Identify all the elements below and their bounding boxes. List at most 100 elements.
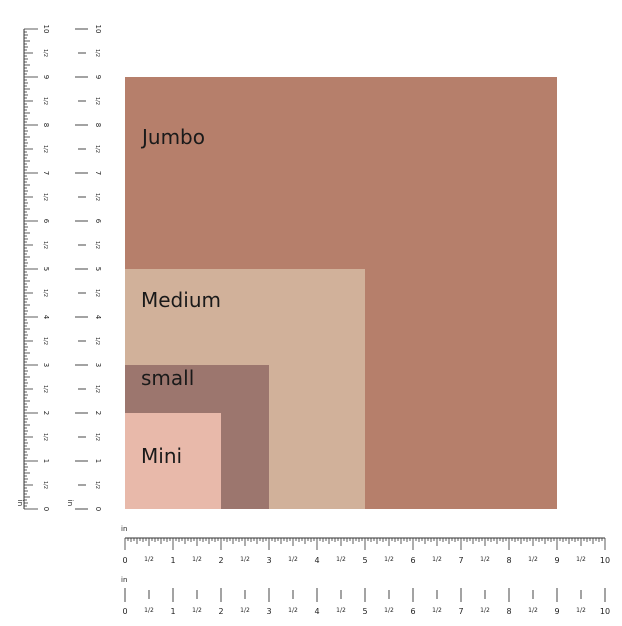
- ruler-label: 7: [94, 171, 102, 175]
- ruler-label: 1: [42, 459, 50, 463]
- ruler-half-label: 1/2: [42, 289, 48, 297]
- ruler-half-label: 1/2: [42, 433, 48, 441]
- ruler-unit-label: in: [121, 576, 127, 584]
- ruler-label: 3: [42, 363, 50, 367]
- ruler-label: 8: [42, 123, 50, 127]
- ruler-half-label: 1/2: [144, 607, 154, 614]
- ruler-half-label: 1/2: [384, 607, 394, 614]
- size-label: Medium: [141, 288, 221, 312]
- ruler-half-label: 1/2: [336, 607, 346, 614]
- ruler-label: 7: [42, 171, 50, 175]
- ruler-label: 4: [94, 315, 102, 320]
- ruler-half-label: 1/2: [94, 433, 100, 441]
- size-label: Jumbo: [140, 125, 205, 149]
- ruler-half-label: 1/2: [94, 49, 100, 57]
- ruler-label: 8: [506, 556, 511, 565]
- ruler-half-label: 1/2: [576, 556, 586, 563]
- ruler-half-label: 1/2: [42, 481, 48, 489]
- ruler-half-label: 1/2: [94, 289, 100, 297]
- ruler-half-label: 1/2: [432, 607, 442, 614]
- size-label: Mini: [141, 444, 182, 468]
- ruler-half-label: 1/2: [288, 556, 298, 563]
- ruler-label: 10: [42, 25, 50, 34]
- ruler-half-label: 1/2: [42, 241, 48, 249]
- ruler-label: 0: [122, 556, 127, 565]
- ruler-label: 6: [410, 607, 415, 616]
- ruler-half-label: 1/2: [94, 337, 100, 345]
- ruler-half-label: 1/2: [288, 607, 298, 614]
- ruler-label: 2: [42, 411, 50, 415]
- ruler-half-label: 1/2: [42, 145, 48, 153]
- vertical-ruler-coarse: 0 1/2 1 1/2 2 1/2 3 1/2 4 1/2 5 1/2 6 1/2 7 1/2 8 1/2 9 1/2…: [66, 25, 102, 512]
- ruler-half-label: 1/2: [336, 556, 346, 563]
- horizontal-ruler-coarse: 0 1/2 1 1/2 2 1/2 3 1/2 4 1/2 5 1/2 6 1/2 7 1/2 8 1/2 9 1/2…: [121, 576, 610, 616]
- ruler-label: 10: [94, 25, 102, 34]
- ruler-label: 4: [314, 607, 319, 616]
- ruler-label: 1: [94, 459, 102, 463]
- ruler-half-label: 1/2: [240, 607, 250, 614]
- ruler-label: 9: [554, 556, 559, 565]
- ruler-label: 2: [94, 411, 102, 415]
- ruler-half-label: 1/2: [528, 556, 538, 563]
- ruler-half-label: 1/2: [94, 385, 100, 393]
- ruler-label: 7: [458, 556, 463, 565]
- size-label: small: [141, 366, 194, 390]
- ruler-label: 6: [42, 219, 50, 224]
- ruler-unit-label: in: [66, 500, 74, 506]
- ruler-label: 10: [600, 607, 610, 616]
- ruler-half-label: 1/2: [94, 193, 100, 201]
- ruler-half-label: 1/2: [94, 481, 100, 489]
- ruler-label: 2: [218, 556, 223, 565]
- ruler-half-label: 1/2: [240, 556, 250, 563]
- ruler-label: 8: [94, 123, 102, 127]
- ruler-label: 9: [554, 607, 559, 616]
- ruler-unit-label: in: [121, 525, 127, 533]
- ruler-half-label: 1/2: [42, 49, 48, 57]
- ruler-half-label: 1/2: [94, 145, 100, 153]
- ruler-unit-label: in: [16, 500, 24, 506]
- ruler-half-label: 1/2: [42, 97, 48, 105]
- ruler-label: 5: [42, 267, 50, 271]
- ruler-half-label: 1/2: [432, 556, 442, 563]
- ruler-half-label: 1/2: [144, 556, 154, 563]
- ruler-label: 7: [458, 607, 463, 616]
- ruler-label: 8: [506, 607, 511, 616]
- ruler-label: 9: [42, 75, 50, 79]
- ruler-half-label: 1/2: [42, 385, 48, 393]
- ruler-label: 0: [122, 607, 127, 616]
- ruler-label: 4: [314, 556, 319, 565]
- size-squares: Jumbo Medium small Mini: [125, 77, 557, 509]
- ruler-label: 4: [42, 315, 50, 320]
- ruler-half-label: 1/2: [576, 607, 586, 614]
- ruler-label: 3: [266, 556, 271, 565]
- ruler-half-label: 1/2: [192, 607, 202, 614]
- ruler-half-label: 1/2: [94, 97, 100, 105]
- ruler-half-label: 1/2: [42, 337, 48, 345]
- ruler-label: 5: [94, 267, 102, 271]
- ruler-label: 3: [266, 607, 271, 616]
- ruler-label: 9: [94, 75, 102, 79]
- ruler-label: 5: [362, 556, 367, 565]
- size-square-fill: [125, 413, 221, 509]
- ruler-label: 6: [410, 556, 415, 565]
- ruler-label: 3: [94, 363, 102, 367]
- ruler-half-label: 1/2: [480, 607, 490, 614]
- ruler-half-label: 1/2: [528, 607, 538, 614]
- ruler-half-label: 1/2: [42, 193, 48, 201]
- ruler-label: 1: [170, 556, 175, 565]
- horizontal-ruler-fine: 0 1/2 1 1/2 2 1/2 3 1/2 4 1/2 5 1/2 6 1/2 7 1/2 8 1/2 9 1/2…: [121, 525, 610, 565]
- ruler-half-label: 1/2: [94, 241, 100, 249]
- ruler-label: 1: [170, 607, 175, 616]
- ruler-label: 2: [218, 607, 223, 616]
- vertical-ruler-fine: 0 1/2 1 1/2 2 1/2 3 1/2 4 1/2 5 1/2 6 1/2 7 1/2 8 1/2 9 1/2…: [16, 25, 50, 512]
- size-square-mini: Mini: [125, 413, 221, 509]
- ruler-half-label: 1/2: [480, 556, 490, 563]
- ruler-label: 0: [94, 507, 102, 511]
- ruler-label: 5: [362, 607, 367, 616]
- ruler-label: 10: [600, 556, 610, 565]
- ruler-half-label: 1/2: [384, 556, 394, 563]
- ruler-label: 0: [42, 507, 50, 511]
- ruler-label: 6: [94, 219, 102, 224]
- ruler-half-label: 1/2: [192, 556, 202, 563]
